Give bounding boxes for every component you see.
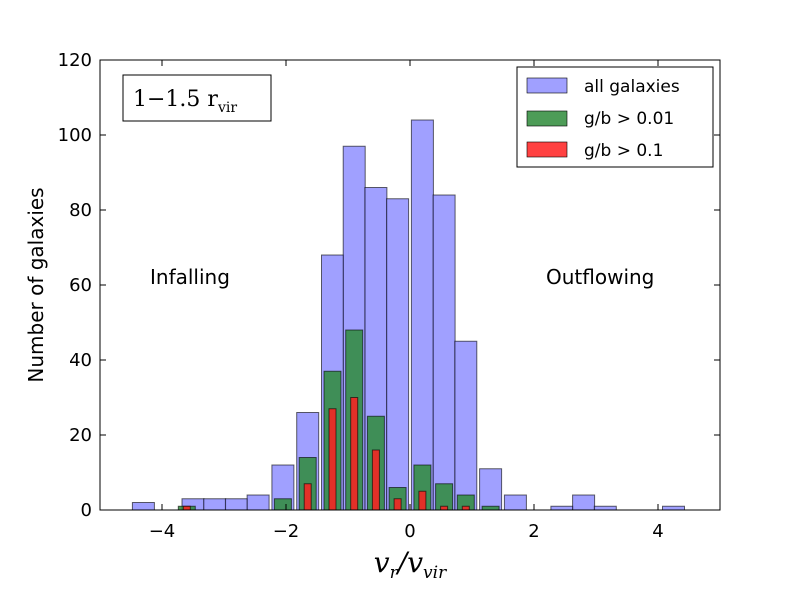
- x-tick-label-0: −4: [149, 521, 176, 542]
- bar-gb-0-1-3: [350, 397, 359, 511]
- bar-gb-0-1-6: [418, 490, 427, 511]
- legend-label-gb-0-1: g/b > 0.1: [584, 141, 663, 161]
- bar-gb-0-01-1: [273, 498, 292, 511]
- legend-label-all-galaxies: all galaxies: [584, 77, 680, 97]
- bar-gb-0-01-10: [481, 505, 500, 511]
- bar-all-galaxies-0: [131, 502, 155, 511]
- bar-all-galaxies-15: [503, 494, 527, 511]
- x-axis-label: vr/vvir: [374, 546, 447, 583]
- bar-all-galaxies-11: [410, 119, 434, 511]
- bar-all-galaxies-17: [572, 494, 596, 511]
- legend: all galaxies g/b > 0.01 g/b > 0.1: [516, 66, 714, 168]
- bar-gb-0-1-1: [303, 483, 312, 511]
- y-tick-label-6: 120: [58, 50, 92, 71]
- bar-gb-0-1-0: [182, 505, 191, 511]
- bar-all-galaxies-12: [432, 194, 456, 511]
- y-tick-label-0: 0: [81, 500, 92, 521]
- bar-all-galaxies-2: [203, 498, 227, 511]
- bar-all-galaxies-4: [246, 494, 270, 511]
- legend-swatch-all-galaxies: [526, 77, 568, 94]
- bar-all-galaxies-13: [454, 340, 478, 511]
- infalling-label: Infalling: [150, 265, 230, 289]
- y-tick-label-2: 40: [69, 350, 92, 371]
- bar-all-galaxies-19: [662, 505, 685, 511]
- bar-all-galaxies-16: [550, 505, 574, 511]
- series-all-galaxies: [131, 119, 685, 511]
- y-axis-label: Number of galaxies: [24, 187, 48, 382]
- bar-gb-0-1-2: [328, 408, 337, 511]
- y-tick-label-5: 100: [58, 125, 92, 146]
- x-tick-label-3: 2: [528, 521, 539, 542]
- bar-all-galaxies-3: [224, 498, 248, 511]
- legend-label-gb-0-01: g/b > 0.01: [584, 109, 674, 129]
- bar-gb-0-1-4: [371, 449, 380, 511]
- inset-label-box: 1−1.5 rvir: [122, 74, 272, 122]
- x-tick-label-1: −2: [273, 521, 300, 542]
- y-tick-label-4: 80: [69, 200, 92, 221]
- bar-gb-0-1-8: [461, 505, 470, 511]
- x-tick-label-4: 4: [652, 521, 663, 542]
- bar-gb-0-1-5: [393, 498, 402, 511]
- bar-all-galaxies-18: [593, 505, 617, 511]
- x-tick-label-2: 0: [404, 521, 415, 542]
- bar-all-galaxies-10: [386, 198, 410, 511]
- legend-swatch-gb-0-01: [526, 110, 568, 127]
- bar-gb-0-1-7: [440, 505, 449, 511]
- y-tick-label-3: 60: [69, 275, 92, 296]
- y-tick-label-1: 20: [69, 425, 92, 446]
- bar-all-galaxies-14: [479, 468, 503, 511]
- outflowing-label: Outflowing: [546, 265, 654, 289]
- legend-swatch-gb-0-1: [526, 141, 568, 158]
